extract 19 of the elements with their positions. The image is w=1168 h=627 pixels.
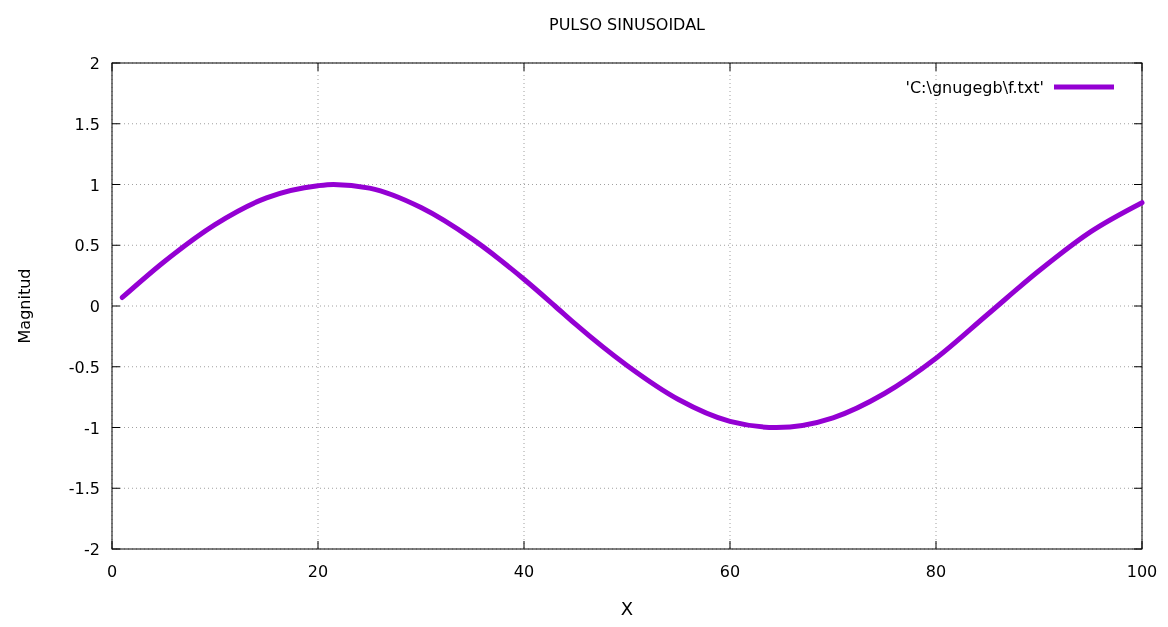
x-tick-label: 40	[513, 562, 535, 581]
x-tick-label: 80	[925, 562, 947, 581]
x-axis-title: X	[620, 598, 634, 619]
x-tick-label: 0	[106, 562, 118, 581]
y-tick-label: -0.5	[68, 357, 100, 377]
y-tick-label: -2	[84, 540, 100, 559]
y-tick-label: 1	[89, 175, 100, 195]
y-tick-label: -1.5	[68, 479, 100, 499]
y-tick-label: 0	[89, 297, 100, 316]
x-tick-label: 60	[719, 562, 741, 581]
y-tick-label: 0.5	[74, 236, 100, 256]
x-tick-label: 20	[307, 562, 329, 581]
y-axis-title: Magnitud	[15, 268, 34, 344]
y-tick-label: 2	[89, 54, 100, 73]
y-tick-label: -1	[84, 418, 100, 438]
x-tick-label: 100	[1126, 562, 1158, 581]
legend-label: 'C:\gnugegb\f.txt'	[905, 78, 1044, 97]
chart-title: PULSO SINUSOIDAL	[548, 15, 706, 34]
y-tick-label: 1.5	[74, 114, 100, 134]
